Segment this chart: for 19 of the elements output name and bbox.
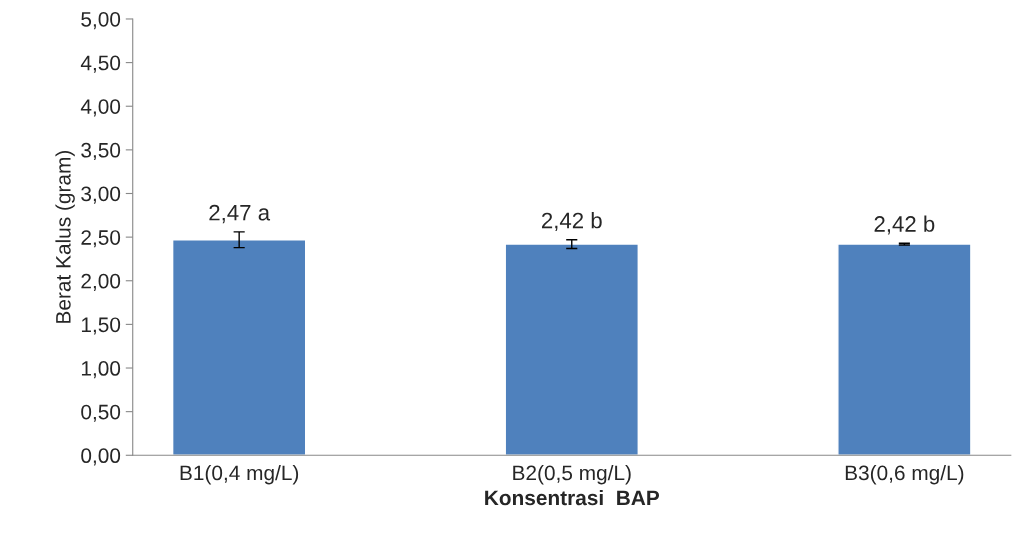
y-tick-label: 3,00 bbox=[81, 186, 121, 204]
x-tick-label: B1(0,4 mg/L) bbox=[180, 465, 299, 485]
y-tick-label: 2,00 bbox=[81, 273, 121, 291]
y-tick-label: 1,50 bbox=[81, 317, 121, 335]
y-axis-title: Berat Kalus (gram) bbox=[55, 151, 75, 323]
y-tick-label: 4,00 bbox=[80, 99, 121, 117]
data-label: 2,42 b bbox=[541, 212, 602, 231]
y-tick-label: 1,00 bbox=[81, 361, 121, 379]
y-tick-label: 0,50 bbox=[81, 404, 121, 422]
data-label: 2,42 b bbox=[874, 215, 935, 235]
x-tick-label: B2(0,5 mg/L) bbox=[513, 465, 631, 485]
y-tick-label: 2,50 bbox=[81, 230, 121, 248]
y-tick-label: 4,50 bbox=[80, 55, 121, 73]
x-axis-title: Konsentrasi BAP bbox=[485, 489, 660, 506]
data-label: 2,47 a bbox=[209, 204, 271, 224]
y-tick-label: 5,00 bbox=[81, 11, 121, 30]
y-tick-label: 0,00 bbox=[81, 448, 121, 466]
y-tick-label: 3,50 bbox=[81, 142, 121, 161]
x-tick-label: B3(0,6 mg/L) bbox=[845, 465, 964, 485]
